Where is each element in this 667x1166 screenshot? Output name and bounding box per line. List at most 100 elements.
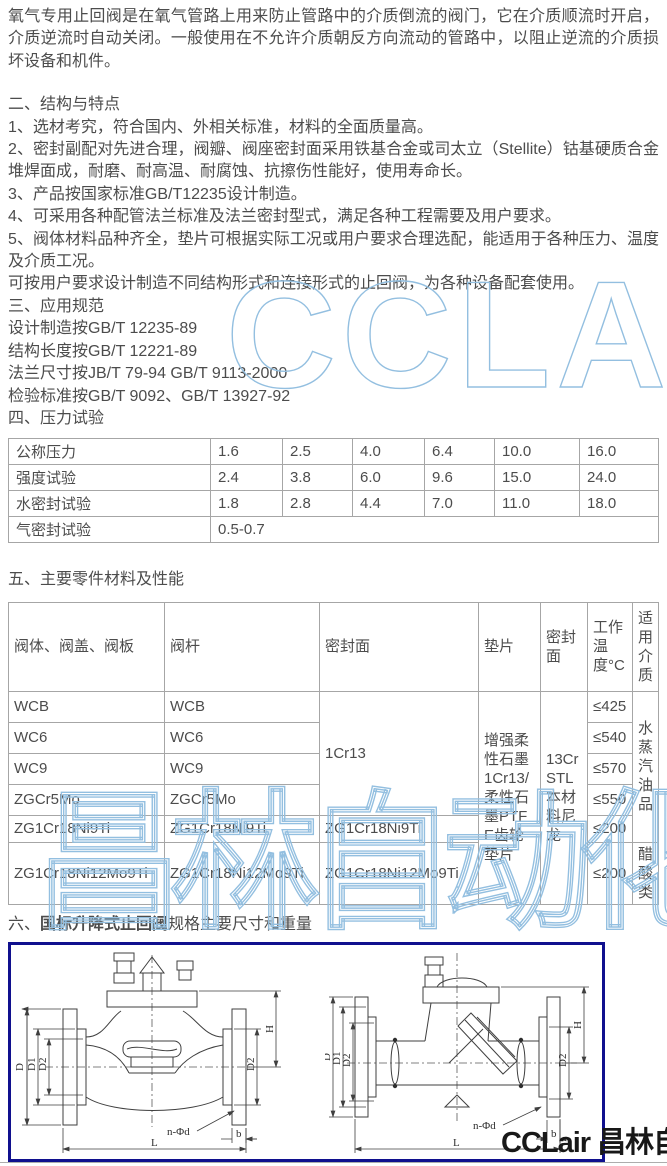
spec-item-4: 检验标准按GB/T 9092、GB/T 13927-92 — [8, 387, 291, 405]
table-row: 气密封试验 0.5-0.7 — [8, 516, 659, 544]
section-4-title: 四、压力试验 — [8, 409, 105, 427]
cell: 2.5 — [282, 438, 353, 466]
cell: WCB — [164, 690, 320, 723]
spec-item-3: 法兰尺寸按JB/T 79-94 GB/T 9113-2000 — [8, 365, 288, 383]
cell: 18.0 — [579, 490, 659, 518]
cell: 1.6 — [210, 438, 283, 466]
cell: 24.0 — [579, 464, 659, 492]
cell-temp: ≤200 — [587, 841, 633, 905]
col-header: 适用介质 — [632, 601, 659, 692]
cell: WC9 — [164, 752, 320, 785]
col-header: 阀杆 — [164, 601, 320, 692]
col-header: 密封面 — [540, 601, 588, 692]
feature-item-3: 3、产品按国家标准GB/T12235设计制造。 — [8, 185, 307, 203]
table-row: 强度试验 2.4 3.8 6.0 9.6 15.0 24.0 — [8, 464, 659, 492]
cell-temp: ≤540 — [587, 721, 633, 754]
table-row: ZGCr5Mo ZGCr5Mo ≤550 — [8, 783, 659, 816]
cell: 1.8 — [210, 490, 283, 518]
cell-merged-seal2: 13CrSTL本材料尼龙 — [540, 690, 588, 905]
table-header-row: 阀体、阀盖、阀板 阀杆 密封面 垫片 密封面 工作温度°C 适用介质 — [8, 601, 659, 692]
pressure-test-table: 公称压力 1.6 2.5 4.0 6.4 10.0 16.0 强度试验 2.4 … — [8, 438, 659, 544]
cell: 9.6 — [424, 464, 495, 492]
cell: ZGCr5Mo — [8, 783, 165, 816]
cell: 4.4 — [352, 490, 425, 518]
bottom-divider — [0, 1162, 667, 1163]
section-6-rest: 规格主要尺寸和重量 — [168, 915, 313, 933]
row-label: 强度试验 — [8, 464, 211, 492]
cell: ZG1Cr18Ni12Mo9Ti — [319, 841, 479, 905]
feature-item-6: 可按用户要求设计制造不同结构形式和连接形式的止回阀，为各种设备配套使用。 — [8, 275, 585, 293]
cell-temp: ≤570 — [587, 752, 633, 785]
row-label: 公称压力 — [8, 438, 211, 466]
valve-drawing-right: D D1 D2 D2 H n-Φd b L — [325, 953, 589, 1154]
cell-temp: ≤550 — [587, 783, 633, 816]
cell-temp: ≤200 — [587, 814, 633, 843]
col-header: 垫片 — [478, 601, 541, 692]
feature-item-5: 5、阀体材料品种齐全，垫片可根据实际工况或用户要求合理选配，能适用于各种压力、温… — [8, 230, 659, 271]
cell: WC6 — [8, 721, 165, 754]
dimension-label-D: D — [325, 1053, 333, 1061]
cell: 16.0 — [579, 438, 659, 466]
col-header: 阀体、阀盖、阀板 — [8, 601, 165, 692]
section-6-bold: 国标升降式止回阀 — [40, 915, 169, 933]
cell: ZG1Cr18Ni9Ti — [319, 814, 479, 843]
row-label: 气密封试验 — [8, 516, 211, 544]
cell: 2.8 — [282, 490, 353, 518]
cell-medium: 醋酸类 — [632, 841, 659, 905]
dimension-label-D1: D1 — [331, 1052, 343, 1065]
cell: WCB — [8, 690, 165, 723]
table-row: WC9 WC9 ≤570 — [8, 752, 659, 785]
section-5-title: 五、主要零件材料及性能 — [8, 571, 185, 589]
cell: WC6 — [164, 721, 320, 754]
dimension-label-L: L — [453, 1137, 460, 1149]
feature-item-2: 2、密封副配对先进合理，阀瓣、阀座密封面采用铁基合金或司太立（Stellite）… — [8, 141, 659, 181]
dimension-label-D2: D2 — [37, 1058, 49, 1071]
cell-temp: ≤425 — [587, 690, 633, 723]
brand-logo: CCLair 昌林自动化 — [501, 1127, 667, 1159]
table-row: ZG1Cr18Ni12Mo9Ti ZG1Cr18Ni12Mo9Ti ZG1Cr1… — [8, 841, 659, 905]
dimension-label-D2: D2 — [341, 1054, 353, 1067]
feature-item-4: 4、可采用各种配管法兰标准及法兰密封型式，满足各种工程需要及用户要求。 — [8, 208, 561, 226]
intro-paragraph: 氧气专用止回阀是在氧气管路上用来防止管路中的介质倒流的阀门，它在介质顺流时开启，… — [8, 8, 659, 70]
cell: 3.8 — [282, 464, 353, 492]
dimension-label-L: L — [151, 1137, 158, 1149]
cell: 4.0 — [352, 438, 425, 466]
col-header: 密封面 — [319, 601, 479, 692]
col-header: 工作温度°C — [587, 601, 633, 692]
cell: 7.0 — [424, 490, 495, 518]
valve-drawing-left: D D1 D2 D2 H n-Φd b L — [14, 952, 281, 1154]
cell: WC9 — [8, 752, 165, 785]
dimension-label-D1: D1 — [26, 1058, 38, 1071]
cell: 2.4 — [210, 464, 283, 492]
cell: 11.0 — [494, 490, 580, 518]
feature-item-1: 1、选材考究，符合国内、外相关标准，材料的全面质量高。 — [8, 118, 433, 136]
table-row: WCB WCB 1Cr13 增强柔性石墨1Cr13/柔性石墨PTFE齿轮垫片 1… — [8, 690, 659, 905]
materials-table: 阀体、阀盖、阀板 阀杆 密封面 垫片 密封面 工作温度°C 适用介质 WCB W… — [8, 601, 659, 905]
dimension-label-b: b — [236, 1128, 242, 1140]
cell-merged-gasket: 增强柔性石墨1Cr13/柔性石墨PTFE齿轮垫片 — [478, 690, 541, 905]
cell: ZG1Cr18Ni12Mo9Ti — [8, 841, 165, 905]
row-label: 水密封试验 — [8, 490, 211, 518]
table-row: WC6 WC6 ≤540 — [8, 721, 659, 754]
cell: 0.5-0.7 — [210, 516, 659, 544]
dimension-label-D: D — [14, 1063, 26, 1071]
cell: 10.0 — [494, 438, 580, 466]
cell: ZGCr5Mo — [164, 783, 320, 816]
section-3-title: 三、应用规范 — [8, 297, 105, 315]
section-6-title: 六、国标升降式止回阀规格主要尺寸和重量 — [8, 914, 659, 936]
cell-merged-medium: 水蒸汽油品 — [632, 690, 659, 843]
spec-item-2: 结构长度按GB/T 12221-89 — [8, 342, 198, 360]
spec-item-1: 设计制造按GB/T 12235-89 — [8, 320, 198, 338]
table-row: 水密封试验 1.8 2.8 4.4 7.0 11.0 18.0 — [8, 490, 659, 518]
dimension-label-H: H — [264, 1025, 276, 1033]
cell: ZG1Cr18Ni9Ti — [8, 814, 165, 843]
dimension-label-D2-right: D2 — [245, 1058, 257, 1071]
table-row: 公称压力 1.6 2.5 4.0 6.4 10.0 16.0 — [8, 438, 659, 466]
cell: ZG1Cr18Ni12Mo9Ti — [164, 841, 320, 905]
dimension-label-nd: n-Φd — [473, 1120, 496, 1132]
cell-merged-seal: 1Cr13 — [319, 690, 479, 816]
cell: 15.0 — [494, 464, 580, 492]
cell: 6.4 — [424, 438, 495, 466]
dimension-label-nd: n-Φd — [167, 1126, 190, 1138]
